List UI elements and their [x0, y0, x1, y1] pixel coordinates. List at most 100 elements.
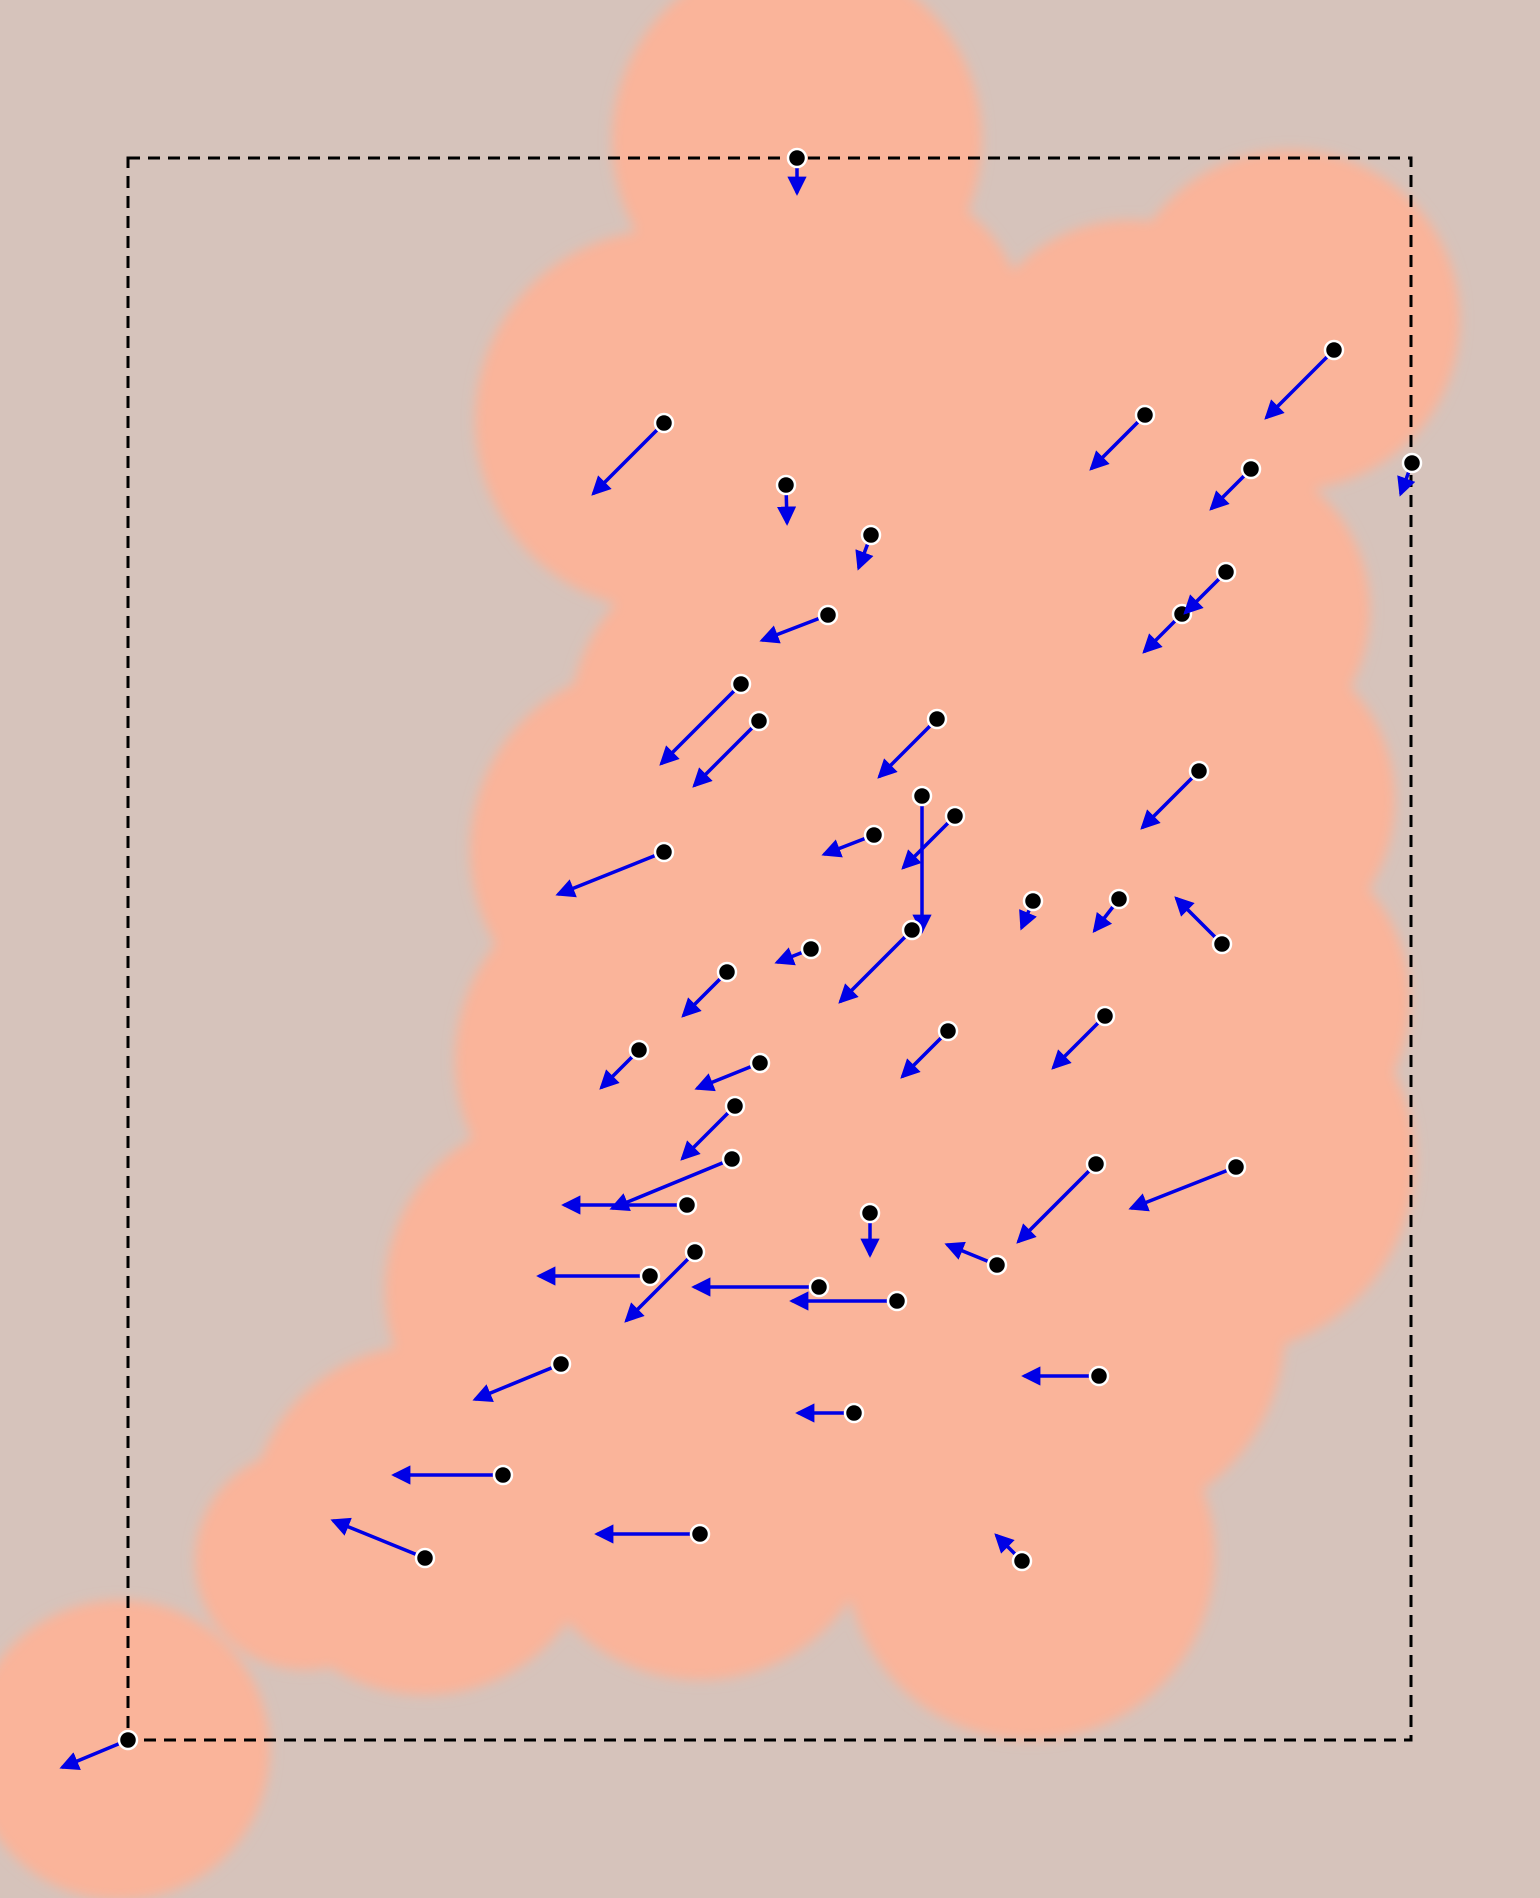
vector-arrow	[692, 719, 761, 788]
point-marker	[724, 1095, 746, 1117]
vector	[330, 1517, 436, 1569]
vector	[911, 785, 933, 934]
vector	[944, 1241, 1008, 1276]
vector	[901, 805, 966, 870]
vector	[859, 1202, 881, 1258]
point-marker	[1211, 933, 1233, 955]
vector-arrow	[1128, 1165, 1238, 1212]
point-marker	[986, 1254, 1008, 1276]
vector-arrow	[901, 814, 957, 870]
vector-arrow	[330, 1517, 427, 1560]
point-marker	[748, 710, 770, 732]
region-blob	[600, 1150, 940, 1490]
point-marker	[1188, 760, 1210, 782]
point-marker	[628, 1039, 650, 1061]
vector	[594, 1523, 711, 1545]
vector	[681, 961, 738, 1018]
vector	[1089, 404, 1156, 471]
point-marker	[676, 1194, 698, 1216]
point-marker	[944, 805, 966, 827]
vector-arrow	[591, 421, 666, 496]
vector	[692, 710, 770, 788]
vector	[591, 412, 675, 496]
vector-arrow	[759, 613, 830, 644]
point-marker	[414, 1547, 436, 1569]
vector	[1183, 561, 1237, 615]
point-marker	[863, 824, 885, 846]
vector	[391, 1464, 514, 1486]
vector-arrow	[1089, 413, 1147, 471]
vector	[838, 919, 923, 1004]
point-marker	[886, 1290, 908, 1312]
vector	[1016, 1153, 1107, 1244]
point-marker	[843, 1402, 865, 1424]
point-marker	[639, 1265, 661, 1287]
vector-arrow	[659, 682, 743, 766]
point-marker	[911, 785, 933, 807]
vector	[759, 604, 839, 644]
vector-arrow	[472, 1362, 563, 1403]
dashed-boundary	[126, 156, 1413, 1742]
region-blob	[0, 1600, 270, 1898]
point-marker	[653, 412, 675, 434]
vector	[774, 938, 822, 966]
point-marker	[859, 1202, 881, 1224]
point-marker	[860, 524, 882, 546]
vector	[599, 1039, 650, 1090]
point-marker	[1022, 890, 1044, 912]
vector-arrow	[900, 1029, 950, 1079]
vector	[786, 147, 808, 196]
point-marker	[1088, 1365, 1110, 1387]
vector	[789, 1290, 908, 1312]
vector	[609, 1148, 743, 1212]
point-marker	[1215, 561, 1237, 583]
point-marker	[684, 1241, 706, 1263]
vector	[1021, 1365, 1110, 1387]
vector	[900, 1020, 959, 1079]
vector	[1128, 1156, 1247, 1212]
vector	[795, 1402, 865, 1424]
vector	[659, 673, 752, 766]
vector	[821, 824, 885, 858]
vector	[59, 1729, 139, 1770]
region-blob	[195, 1450, 415, 1670]
point-marker	[1094, 1005, 1116, 1027]
vector-arrow	[694, 1061, 762, 1092]
vector	[694, 1052, 771, 1092]
point-marker	[716, 961, 738, 983]
vector	[1140, 760, 1210, 830]
vector	[680, 1095, 746, 1161]
vector-arrow	[838, 928, 914, 1004]
point-marker	[1011, 1550, 1033, 1572]
point-marker	[721, 1148, 743, 1170]
point-marker	[817, 604, 839, 626]
point-marker	[1108, 888, 1130, 910]
vector	[536, 1265, 661, 1287]
vector	[775, 474, 797, 526]
vector	[1264, 339, 1345, 420]
point-marker	[1225, 1156, 1247, 1178]
vector	[994, 1533, 1033, 1572]
region-blob	[600, 800, 1000, 1200]
vector-arrow	[1174, 896, 1224, 946]
point-marker	[808, 1276, 830, 1298]
point-marker	[1085, 1153, 1107, 1175]
vector	[1174, 896, 1233, 955]
point-marker	[937, 1020, 959, 1042]
vector	[855, 524, 882, 571]
vector-layer	[59, 147, 1423, 1770]
vector	[555, 841, 675, 898]
vector	[877, 708, 948, 779]
point-marker	[786, 147, 808, 169]
vector-arrow	[877, 717, 939, 779]
vector	[691, 1276, 830, 1298]
vector-arrow	[555, 850, 666, 898]
vector-arrow	[59, 1738, 130, 1770]
vector	[624, 1241, 706, 1323]
shaded-region	[0, 0, 1460, 1898]
vector-arrow	[1051, 1014, 1107, 1070]
point-marker	[730, 673, 752, 695]
vector-arrow	[680, 1104, 737, 1161]
point-marker	[901, 919, 923, 941]
